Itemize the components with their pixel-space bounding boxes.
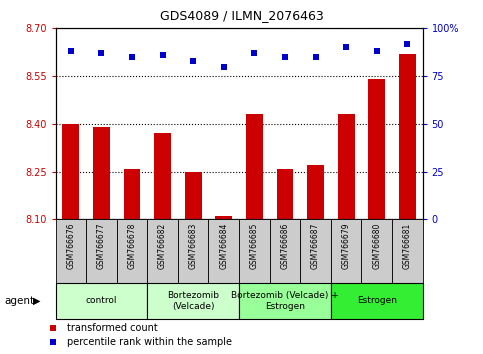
- Bar: [277, 169, 293, 219]
- Text: agent: agent: [5, 296, 35, 306]
- Text: percentile rank within the sample: percentile rank within the sample: [67, 337, 232, 348]
- Text: GSM766681: GSM766681: [403, 223, 412, 269]
- Text: GSM766676: GSM766676: [66, 223, 75, 269]
- Text: GSM766683: GSM766683: [189, 223, 198, 269]
- Bar: [399, 54, 416, 219]
- Point: [50, 340, 57, 346]
- Text: GSM766679: GSM766679: [341, 223, 351, 269]
- Bar: [154, 133, 171, 219]
- Bar: [178, 219, 209, 283]
- Text: GSM766680: GSM766680: [372, 223, 381, 269]
- Text: Estrogen: Estrogen: [357, 296, 397, 306]
- Bar: [117, 219, 147, 283]
- Point: [98, 50, 105, 56]
- Point: [50, 325, 57, 330]
- Point: [342, 45, 350, 50]
- Bar: [300, 219, 331, 283]
- Text: control: control: [85, 296, 117, 306]
- Text: GSM766686: GSM766686: [281, 223, 289, 269]
- Text: transformed count: transformed count: [67, 322, 157, 332]
- Bar: [185, 172, 201, 219]
- Bar: [147, 283, 239, 319]
- Point: [403, 41, 411, 46]
- Bar: [56, 219, 86, 283]
- Text: GSM766687: GSM766687: [311, 223, 320, 269]
- Bar: [86, 219, 117, 283]
- Text: GSM766677: GSM766677: [97, 223, 106, 269]
- Point: [312, 54, 319, 60]
- Text: Bortezomib
(Velcade): Bortezomib (Velcade): [167, 291, 219, 310]
- Text: Bortezomib (Velcade) +
Estrogen: Bortezomib (Velcade) + Estrogen: [231, 291, 339, 310]
- Bar: [209, 219, 239, 283]
- Bar: [338, 114, 355, 219]
- Point: [281, 54, 289, 60]
- Text: ▶: ▶: [33, 296, 41, 306]
- Point: [220, 64, 227, 69]
- Bar: [246, 114, 263, 219]
- Bar: [124, 169, 141, 219]
- Bar: [62, 124, 79, 219]
- Bar: [147, 219, 178, 283]
- Point: [251, 50, 258, 56]
- Bar: [239, 219, 270, 283]
- Bar: [331, 283, 423, 319]
- Bar: [331, 219, 361, 283]
- Point: [373, 48, 381, 54]
- Bar: [392, 219, 423, 283]
- Point: [67, 48, 75, 54]
- Bar: [369, 79, 385, 219]
- Text: GSM766685: GSM766685: [250, 223, 259, 269]
- Text: GSM766678: GSM766678: [128, 223, 137, 269]
- Bar: [56, 283, 147, 319]
- Text: GSM766684: GSM766684: [219, 223, 228, 269]
- Bar: [239, 283, 331, 319]
- Bar: [215, 216, 232, 219]
- Bar: [93, 127, 110, 219]
- Point: [159, 52, 167, 58]
- Text: GSM766682: GSM766682: [158, 223, 167, 269]
- Bar: [307, 165, 324, 219]
- Bar: [361, 219, 392, 283]
- Text: GDS4089 / ILMN_2076463: GDS4089 / ILMN_2076463: [159, 9, 324, 22]
- Point: [189, 58, 197, 64]
- Point: [128, 54, 136, 60]
- Bar: [270, 219, 300, 283]
